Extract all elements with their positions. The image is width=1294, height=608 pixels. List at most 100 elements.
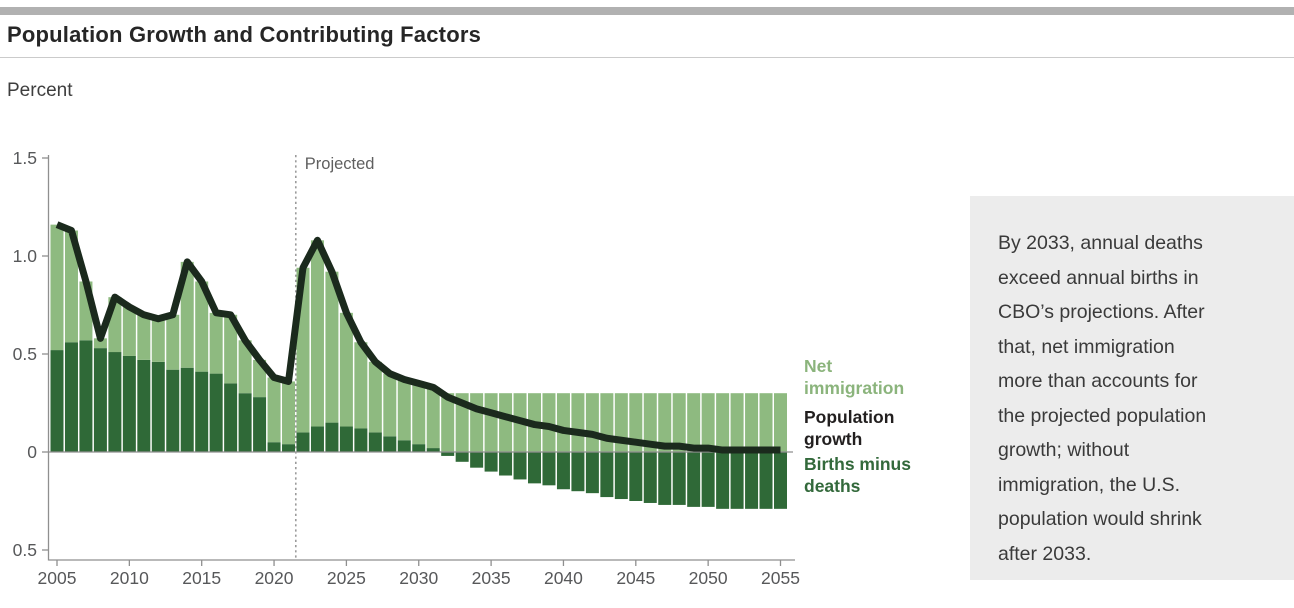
bar-births-minus-deaths [325, 422, 339, 452]
bar-births-minus-deaths [354, 428, 368, 452]
x-axis-tick-label: 2010 [110, 568, 149, 588]
legend-births-minus-deaths: Births minus deaths [804, 454, 911, 496]
bar-births-minus-deaths [412, 444, 426, 452]
population-growth-line [55, 221, 781, 454]
bar-births-minus-deaths [50, 350, 64, 452]
bar-births-minus-deaths [513, 452, 527, 480]
page-title: Population Growth and Contributing Facto… [7, 22, 482, 47]
bar-net-immigration [658, 393, 672, 452]
bar-net-immigration [600, 393, 614, 452]
bar-net-immigration [166, 314, 180, 370]
bar-births-minus-deaths [556, 452, 570, 490]
y-axis-tick-label: 0.5 [13, 344, 37, 364]
bar-net-immigration [195, 281, 209, 372]
bar-births-minus-deaths [426, 448, 440, 452]
bar-births-minus-deaths [730, 452, 744, 509]
bar-net-immigration [93, 338, 107, 349]
bar-births-minus-deaths [441, 452, 455, 456]
x-axis-tick-label: 2035 [472, 568, 511, 588]
bar-births-minus-deaths [658, 452, 672, 505]
bar-births-minus-deaths [151, 361, 165, 452]
bar-net-immigration [238, 340, 252, 394]
bar-births-minus-deaths [224, 383, 238, 452]
bar-net-immigration [426, 387, 440, 449]
bar-net-immigration [585, 393, 599, 452]
x-axis-tick-label: 2020 [255, 568, 294, 588]
bar-net-immigration [745, 393, 759, 452]
bar-births-minus-deaths [643, 452, 657, 503]
bar-births-minus-deaths [745, 452, 759, 509]
bar-net-immigration [151, 318, 165, 362]
x-axis-tick-label: 2050 [689, 568, 728, 588]
y-axis-unit-label: Percent [7, 80, 73, 101]
bar-net-immigration [368, 361, 382, 433]
bar-births-minus-deaths [166, 369, 180, 452]
population-growth-chart: Projected 1.5 1.0 0.5 0 0.5 2005 2010 2015 2020 20… [0, 130, 960, 603]
bar-births-minus-deaths [310, 426, 324, 452]
bar-net-immigration [397, 379, 411, 441]
bar-births-minus-deaths [672, 452, 686, 505]
bar-births-minus-deaths [585, 452, 599, 494]
bar-net-immigration [224, 314, 238, 384]
bar-net-immigration [774, 393, 787, 452]
bar-births-minus-deaths [122, 355, 136, 452]
bar-net-immigration [672, 393, 686, 452]
bar-net-immigration [470, 393, 484, 452]
bar-births-minus-deaths [180, 367, 194, 452]
bar-net-immigration [701, 393, 715, 452]
bar-births-minus-deaths [397, 440, 411, 452]
bar-births-minus-deaths [383, 436, 397, 452]
x-axis-tick-label: 2025 [327, 568, 366, 588]
bar-births-minus-deaths [774, 452, 787, 509]
bar-births-minus-deaths [571, 452, 585, 492]
bar-net-immigration [499, 393, 513, 452]
bar-births-minus-deaths [339, 426, 353, 452]
bar-births-minus-deaths [238, 393, 252, 452]
bar-births-minus-deaths [93, 348, 107, 452]
bar-net-immigration [50, 224, 64, 351]
bar-births-minus-deaths [600, 452, 614, 498]
x-axis-tick-label: 2040 [544, 568, 583, 588]
bar-births-minus-deaths [528, 452, 542, 484]
y-axis-tick-label: 0.5 [13, 540, 37, 560]
bar-net-immigration [759, 393, 773, 452]
bar-net-immigration [441, 393, 455, 452]
bar-births-minus-deaths [759, 452, 773, 509]
bar-net-immigration [325, 271, 339, 423]
bar-net-immigration [542, 393, 556, 452]
bar-net-immigration [556, 393, 570, 452]
bar-births-minus-deaths [209, 373, 223, 452]
bar-births-minus-deaths [282, 444, 296, 452]
bar-net-immigration [412, 383, 426, 445]
bar-births-minus-deaths [614, 452, 628, 500]
bar-net-immigration [571, 393, 585, 452]
bar-net-immigration [209, 312, 223, 374]
x-axis-tick-label: 2015 [182, 568, 221, 588]
bar-births-minus-deaths [296, 432, 310, 452]
legend-net-immigration: Net immigration [804, 356, 905, 398]
y-axis-tick-label: 1.0 [13, 246, 38, 266]
bar-births-minus-deaths [108, 352, 122, 452]
bar-net-immigration [383, 373, 397, 437]
bar-net-immigration [137, 314, 151, 360]
x-axis-tick-label: 2005 [38, 568, 77, 588]
bar-net-immigration [716, 393, 730, 452]
x-axis-tick-label: 2030 [399, 568, 438, 588]
bar-net-immigration [354, 342, 368, 429]
legend-population-growth: Population growth [804, 407, 895, 449]
bar-births-minus-deaths [716, 452, 730, 509]
bar-births-minus-deaths [701, 452, 715, 507]
callout-box: By 2033, annual deaths exceed annual bir… [970, 196, 1294, 580]
bar-net-immigration [122, 306, 136, 356]
bar-net-immigration [282, 381, 296, 445]
bar-net-immigration [484, 393, 498, 452]
top-accent-bar [0, 7, 1294, 15]
bar-births-minus-deaths [79, 340, 93, 452]
bar-births-minus-deaths [253, 397, 267, 452]
y-axis-tick-label: 0 [27, 442, 37, 462]
bar-births-minus-deaths [267, 442, 281, 452]
bar-net-immigration [267, 377, 281, 443]
bar-net-immigration [687, 393, 701, 452]
